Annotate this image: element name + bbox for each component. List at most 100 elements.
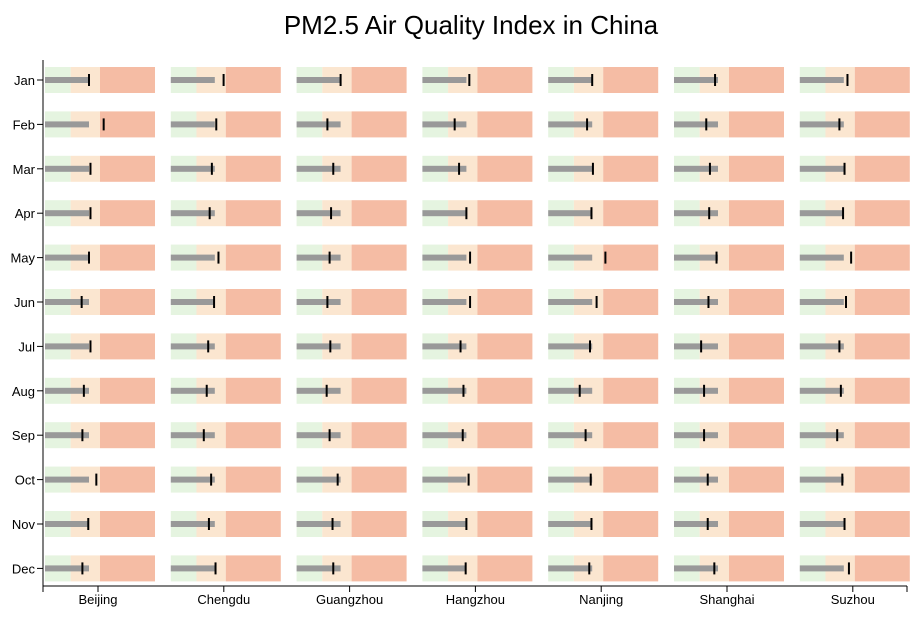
- measure-bar: [548, 254, 593, 261]
- bullet-beijing-aug: [45, 377, 155, 404]
- measure-bar: [170, 165, 215, 172]
- bullet-chengdu-mar: [170, 155, 281, 182]
- bullet-shanghai-jun: [674, 289, 784, 315]
- measure-bar: [45, 432, 89, 439]
- measure-bar: [674, 165, 718, 172]
- bullet-guangzhou-aug: [296, 377, 407, 404]
- measure-bar: [296, 165, 341, 172]
- measure-bar: [45, 565, 89, 572]
- band-poor: [603, 511, 659, 537]
- band-poor: [603, 289, 659, 315]
- x-tick-label: Suzhou: [831, 592, 875, 607]
- measure-bar: [170, 77, 215, 83]
- y-tick-label: Jun: [14, 295, 35, 310]
- band-poor: [854, 333, 910, 360]
- band-poor: [225, 155, 281, 182]
- measure-bar: [422, 210, 467, 217]
- bullet-beijing-feb: [45, 111, 155, 138]
- bullet-nanjing-aug: [548, 377, 659, 404]
- band-poor: [477, 555, 533, 582]
- measure-bar: [548, 476, 593, 483]
- bullet-shanghai-may: [674, 244, 784, 271]
- bullet-beijing-sep: [45, 422, 155, 449]
- measure-bar: [674, 210, 718, 217]
- band-poor: [100, 67, 155, 93]
- bullet-hangzhou-jan: [422, 67, 533, 93]
- bullet-guangzhou-feb: [296, 111, 407, 138]
- bullet-nanjing-oct: [548, 466, 659, 493]
- band-poor: [100, 422, 155, 449]
- bullet-hangzhou-jun: [422, 289, 533, 315]
- bullet-beijing-may: [45, 244, 155, 271]
- x-tick-label: Nanjing: [579, 592, 623, 607]
- band-poor: [225, 422, 281, 449]
- measure-bar: [799, 387, 844, 394]
- bullet-shanghai-mar: [674, 155, 784, 182]
- measure-bar: [45, 165, 89, 172]
- band-poor: [225, 466, 281, 493]
- bullet-guangzhou-oct: [296, 466, 407, 493]
- bullet-guangzhou-sep: [296, 422, 407, 449]
- measure-bar: [296, 299, 341, 305]
- measure-bar: [674, 432, 718, 439]
- measure-bar: [799, 121, 844, 128]
- band-poor: [854, 466, 910, 493]
- bullet-nanjing-nov: [548, 511, 659, 537]
- measure-bar: [674, 121, 718, 128]
- bullet-guangzhou-jul: [296, 333, 407, 360]
- bullet-beijing-dec: [45, 555, 155, 582]
- band-poor: [100, 200, 155, 227]
- measure-bar: [170, 521, 215, 527]
- band-poor: [729, 555, 784, 582]
- band-poor: [351, 555, 407, 582]
- y-tick-label: Nov: [12, 517, 36, 532]
- measure-bar: [170, 476, 215, 483]
- bullet-chengdu-dec: [170, 555, 281, 582]
- band-poor: [729, 333, 784, 360]
- band-poor: [225, 244, 281, 271]
- y-tick-label: Oct: [15, 473, 36, 488]
- band-poor: [477, 289, 533, 315]
- y-tick-label: Aug: [12, 384, 35, 399]
- bullet-suzhou-nov: [799, 511, 910, 537]
- bullet-hangzhou-jul: [422, 333, 533, 360]
- y-tick-label: Apr: [15, 206, 36, 221]
- measure-bar: [296, 77, 341, 83]
- band-poor: [729, 200, 784, 227]
- band-poor: [729, 289, 784, 315]
- measure-bar: [799, 432, 844, 439]
- measure-bar: [170, 254, 215, 261]
- city-column-chengdu: [170, 67, 281, 582]
- measure-bar: [422, 387, 467, 394]
- bullet-shanghai-jul: [674, 333, 784, 360]
- bullet-shanghai-jan: [674, 67, 784, 93]
- measure-bar: [422, 476, 467, 483]
- bullet-hangzhou-mar: [422, 155, 533, 182]
- bullet-chengdu-nov: [170, 511, 281, 537]
- band-poor: [477, 333, 533, 360]
- bullet-nanjing-jun: [548, 289, 659, 315]
- band-poor: [603, 67, 659, 93]
- measure-bar: [45, 476, 89, 483]
- band-poor: [100, 155, 155, 182]
- bullet-nanjing-jan: [548, 67, 659, 93]
- measure-bar: [170, 299, 215, 305]
- band-poor: [729, 67, 784, 93]
- measure-bar: [799, 299, 844, 305]
- band-poor: [854, 289, 910, 315]
- measure-bar: [422, 521, 467, 527]
- band-poor: [603, 466, 659, 493]
- bullet-chengdu-sep: [170, 422, 281, 449]
- band-poor: [729, 377, 784, 404]
- measure-bar: [45, 210, 89, 217]
- measure-bar: [548, 387, 593, 394]
- x-axis: Beijing Chengdu Guangzhou Hangzhou Nanjing Sh…: [42, 585, 908, 607]
- measure-bar: [296, 521, 341, 527]
- y-tick-label: Dec: [12, 561, 36, 576]
- y-tick-label: Sep: [12, 428, 35, 443]
- measure-bar: [422, 121, 467, 128]
- measure-bar: [674, 521, 718, 527]
- band-poor: [854, 422, 910, 449]
- band-poor: [603, 244, 659, 271]
- bullet-shanghai-sep: [674, 422, 784, 449]
